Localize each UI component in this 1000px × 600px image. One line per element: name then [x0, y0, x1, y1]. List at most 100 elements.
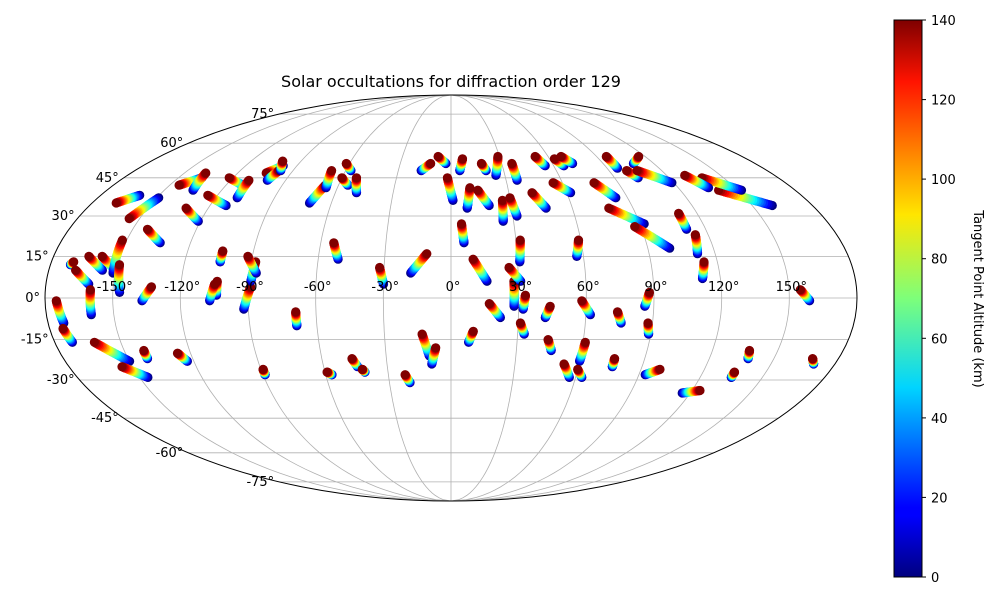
occultation-track — [124, 193, 164, 224]
track-point — [504, 262, 514, 273]
track-point — [417, 329, 427, 339]
track-point — [729, 367, 740, 377]
occultation-track — [142, 224, 165, 248]
track-point — [468, 254, 478, 264]
track-point — [97, 251, 107, 261]
track-point — [589, 178, 599, 188]
graticule — [45, 94, 857, 502]
latitude-label: -60° — [156, 446, 184, 461]
track-point — [224, 173, 234, 183]
occultation-track — [515, 235, 525, 267]
occultation-track — [456, 219, 469, 248]
occultation-track — [632, 166, 677, 188]
longitude-label: -120° — [164, 280, 200, 295]
longitude-tick-labels: -150° -120° -90° -60° -30° 0° 30° 60° 90° 120° 150… — [97, 280, 807, 295]
occultation-track — [276, 156, 288, 176]
track-point — [114, 260, 125, 270]
longitude-label: 0° — [446, 280, 461, 295]
track-point — [58, 323, 68, 334]
longitude-label: -30° — [371, 280, 399, 295]
track-point — [465, 183, 475, 193]
track-point — [484, 299, 494, 309]
longitude-label: -60° — [304, 280, 332, 295]
occultation-track — [172, 348, 192, 366]
track-point — [632, 166, 642, 176]
track-point — [142, 224, 153, 234]
track-point — [808, 354, 818, 364]
latitude-label: 0° — [25, 291, 40, 306]
track-point — [442, 173, 452, 183]
occultation-track — [559, 359, 574, 382]
occultation-track — [139, 345, 153, 364]
colorbar — [893, 19, 923, 578]
track-point — [530, 151, 540, 162]
track-point — [243, 251, 253, 261]
track-point — [174, 180, 184, 190]
occultation-track — [341, 158, 356, 176]
longitude-label: -150° — [97, 280, 133, 295]
occultation-track — [518, 290, 531, 314]
occultation-track — [442, 173, 458, 205]
track-point — [643, 318, 653, 328]
occultation-track — [573, 364, 587, 382]
occultation-track — [628, 151, 644, 169]
occultation-track — [643, 318, 654, 339]
track-point — [680, 170, 690, 180]
occultation-track — [89, 337, 135, 366]
track-point — [577, 296, 587, 306]
occultation-track — [58, 323, 77, 347]
occultation-track — [203, 190, 231, 211]
track-point — [655, 364, 665, 374]
occultation-track — [795, 285, 815, 306]
track-point — [84, 251, 94, 261]
colorbar-tick-label: 20 — [931, 491, 948, 506]
occultation-track — [572, 235, 584, 261]
occultation-track — [455, 154, 468, 176]
track-point — [476, 158, 486, 169]
track-point — [69, 257, 79, 267]
occultation-track — [677, 385, 705, 398]
track-point — [468, 326, 478, 336]
track-point — [507, 158, 517, 169]
track-point — [634, 151, 644, 162]
occultation-track — [416, 158, 436, 176]
track-point — [258, 364, 268, 374]
track-point — [146, 282, 157, 292]
occultation-track — [464, 326, 478, 347]
occultation-track — [406, 249, 432, 278]
occultation-track — [433, 151, 451, 169]
map-border — [44, 94, 858, 502]
occultation-track — [612, 307, 626, 328]
occultation-track — [543, 335, 556, 356]
track-point — [337, 173, 347, 183]
colorbar-tick-label: 40 — [931, 412, 948, 427]
latitude-label: -45° — [91, 411, 119, 426]
latitude-label: 30° — [52, 209, 75, 224]
occultation-track — [548, 178, 576, 198]
occultation-track — [188, 168, 211, 195]
occultation-track — [375, 262, 389, 289]
colorbar-tick-label: 100 — [931, 173, 956, 188]
track-point — [493, 151, 503, 162]
occultation-track — [484, 299, 505, 323]
occultation-track — [505, 193, 522, 221]
latitude-tick-labels: -75° -60° -45° -30° -15° 0° 15° 30° 45° 60° 75° — [21, 107, 274, 490]
occultation-track — [515, 318, 529, 339]
occultation-track — [589, 178, 621, 203]
track-point — [690, 230, 700, 240]
track-point — [457, 154, 468, 164]
occultation-track — [239, 282, 256, 314]
colorbar-tick-label: 120 — [931, 94, 956, 109]
occultation-track — [65, 257, 79, 270]
occultation-track — [462, 183, 475, 213]
occultation-track — [509, 276, 519, 311]
track-point — [630, 222, 640, 232]
occultation-track — [601, 151, 623, 173]
occultation-track — [243, 251, 261, 278]
longitude-label: 90° — [644, 280, 667, 295]
track-point — [422, 249, 432, 259]
track-point — [548, 178, 558, 188]
colorbar-label: Tangent Point Altitude (km) — [970, 209, 985, 387]
track-point — [573, 235, 584, 245]
